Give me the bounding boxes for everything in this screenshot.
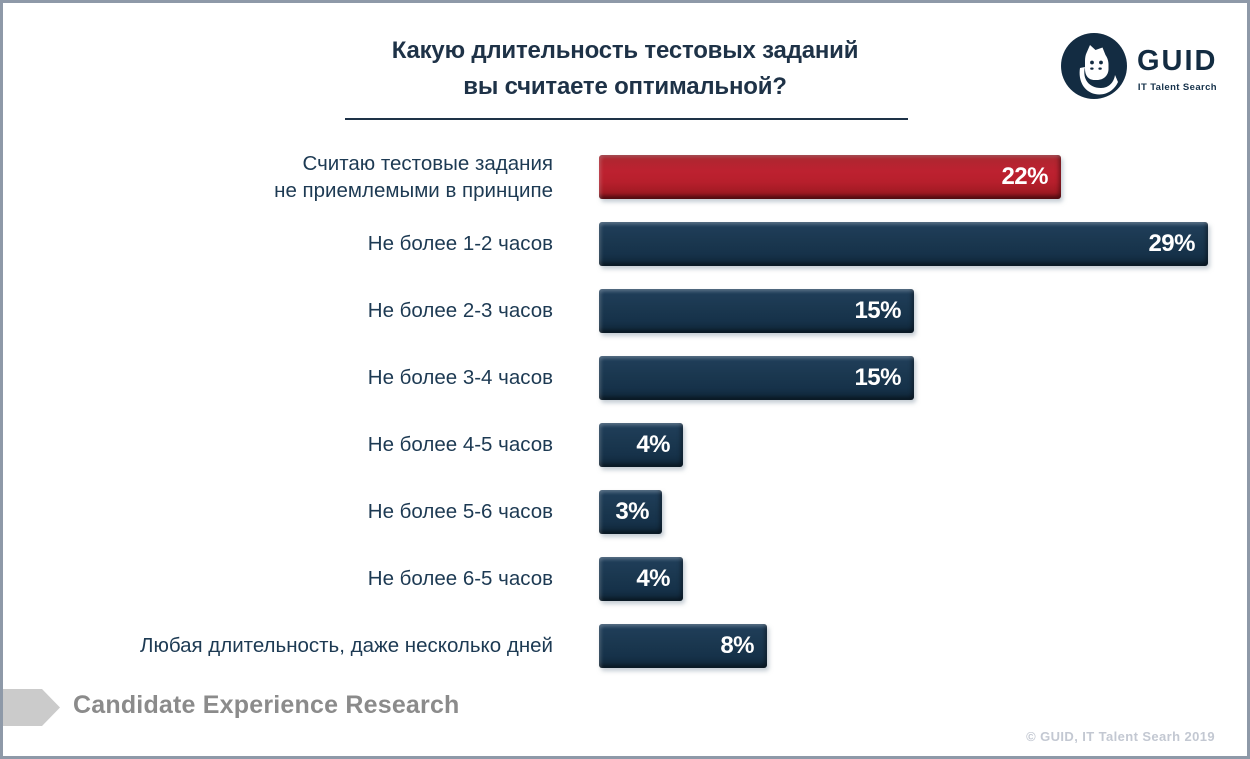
category-label: Не более 4-5 часов [367, 433, 553, 457]
bar-3-4-hours: 15% [599, 356, 914, 400]
chart-row: Не более 2-3 часов 15% [3, 289, 1247, 333]
guid-brand-name: GUID [1137, 45, 1218, 77]
category-label: Не более 3-4 часов [367, 366, 553, 390]
category-label: Не более 6-5 часов [367, 567, 553, 591]
bar-value-label: 15% [854, 297, 901, 324]
border-guide-mark [117, 0, 143, 3]
copyright-notice: © GUID, IT Talent Searh 2019 [1026, 729, 1215, 744]
bar-2-3-hours: 15% [599, 289, 914, 333]
bar-unacceptable: 22% [599, 155, 1061, 199]
bar-4-5-hours: 4% [599, 423, 683, 467]
bar-value-label: 4% [636, 431, 670, 458]
guid-cat-logo-icon [1061, 33, 1127, 99]
bar-value-label: 8% [720, 632, 754, 659]
chart-row: Не более 3-4 часов 15% [3, 356, 1247, 400]
chart-row: Не более 1-2 часов 29% [3, 222, 1247, 266]
arrow-right-icon [3, 689, 60, 726]
bar-5-6-hours: 3% [599, 490, 662, 534]
chart-row: Не более 6-5 часов 4% [3, 557, 1247, 601]
chart-row: Не более 5-6 часов 3% [3, 490, 1247, 534]
bar-value-label: 3% [615, 498, 649, 525]
bar-value-label: 4% [636, 565, 670, 592]
bar-value-label: 22% [1001, 163, 1048, 190]
category-label: Любая длительность, даже несколько дней [140, 634, 553, 658]
chart-title: Какую длительность тестовых заданий вы с… [391, 37, 859, 100]
category-label: Не более 5-6 часов [367, 500, 553, 524]
chart-row: Не более 4-5 часов 4% [3, 423, 1247, 467]
chart-row: Любая длительность, даже несколько дней … [3, 624, 1247, 668]
category-label: Не более 1-2 часов [367, 232, 553, 256]
bar-any-duration: 8% [599, 624, 767, 668]
category-label: Считаю тестовые задания не приемлемыми в… [274, 151, 553, 202]
bar-6-5-hours: 4% [599, 557, 683, 601]
bar-value-label: 15% [854, 364, 901, 391]
category-label: Не более 2-3 часов [367, 299, 553, 323]
guid-tagline: IT Talent Search [1137, 82, 1217, 93]
chart-row: Считаю тестовые задания не приемлемыми в… [3, 151, 1247, 202]
bar-1-2-hours: 29% [599, 222, 1208, 266]
border-guide-mark [712, 0, 740, 3]
title-underline [345, 118, 908, 120]
research-caption: Candidate Experience Research [73, 691, 460, 719]
bar-value-label: 29% [1148, 230, 1195, 257]
